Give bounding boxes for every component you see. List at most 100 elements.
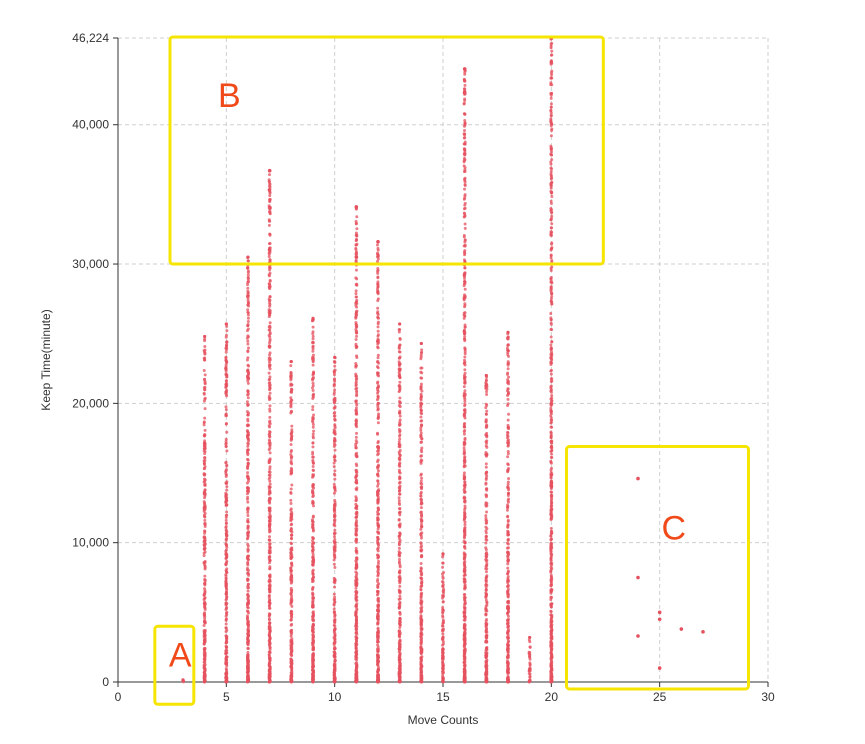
- data-point: [397, 602, 401, 606]
- data-point: [463, 184, 467, 188]
- data-point: [246, 680, 250, 684]
- data-point: [376, 574, 380, 578]
- data-point: [375, 398, 379, 402]
- data-point: [485, 575, 489, 579]
- data-point: [224, 335, 228, 339]
- data-point: [484, 548, 488, 552]
- data-point: [376, 656, 380, 660]
- data-point: [354, 499, 358, 503]
- data-point: [311, 548, 315, 552]
- data-point: [355, 431, 359, 435]
- data-point: [354, 515, 358, 519]
- data-point: [506, 379, 510, 383]
- data-point: [333, 637, 337, 641]
- data-point: [397, 560, 401, 564]
- data-point: [463, 579, 467, 583]
- data-point: [312, 461, 316, 465]
- data-point: [225, 664, 229, 668]
- data-point: [354, 680, 358, 684]
- data-point: [376, 373, 380, 377]
- data-point: [355, 277, 359, 281]
- data-point: [268, 467, 272, 471]
- data-point: [376, 276, 380, 280]
- data-point: [268, 194, 272, 198]
- data-point: [462, 330, 466, 334]
- data-point: [268, 636, 272, 640]
- data-point: [463, 266, 467, 270]
- data-point: [354, 546, 358, 550]
- data-point: [506, 504, 510, 508]
- data-point: [463, 389, 467, 393]
- data-point: [419, 542, 423, 546]
- data-point: [290, 604, 294, 608]
- data-point: [398, 337, 402, 341]
- data-point: [354, 322, 358, 326]
- data-point: [376, 493, 380, 497]
- data-point: [332, 558, 336, 562]
- data-point: [224, 322, 228, 326]
- data-point: [462, 170, 466, 174]
- data-point: [203, 507, 207, 511]
- data-point: [225, 464, 229, 468]
- data-point: [290, 548, 294, 552]
- data-point: [397, 452, 401, 456]
- data-point: [549, 425, 553, 429]
- data-point: [550, 394, 554, 398]
- data-point: [419, 479, 423, 483]
- data-point: [247, 439, 251, 443]
- data-point: [354, 251, 358, 255]
- data-point: [420, 573, 424, 577]
- data-point: [462, 313, 466, 317]
- data-point: [290, 561, 294, 565]
- data-point: [354, 576, 358, 580]
- data-point: [442, 671, 446, 675]
- data-point: [311, 316, 315, 320]
- data-point: [506, 562, 510, 566]
- data-point: [202, 467, 206, 471]
- data-point: [397, 440, 401, 444]
- data-point: [419, 357, 423, 361]
- data-point: [376, 346, 380, 350]
- data-point: [202, 447, 206, 451]
- data-point: [506, 426, 510, 430]
- data-point: [332, 383, 336, 387]
- data-point: [311, 603, 315, 607]
- data-point: [419, 645, 423, 649]
- data-point: [397, 546, 401, 550]
- data-point: [355, 329, 359, 333]
- data-point: [398, 612, 402, 616]
- data-point: [463, 371, 467, 375]
- data-point: [419, 651, 423, 655]
- data-point: [246, 524, 250, 528]
- data-point: [311, 423, 315, 427]
- data-point: [375, 608, 379, 612]
- data-point: [225, 485, 229, 489]
- data-point: [267, 519, 271, 523]
- data-point: [268, 385, 272, 389]
- data-point: [181, 678, 185, 682]
- data-point: [332, 598, 336, 602]
- data-point: [203, 574, 207, 578]
- data-point: [506, 560, 510, 564]
- data-point: [354, 651, 358, 655]
- data-point: [247, 372, 251, 376]
- data-point: [225, 340, 229, 344]
- data-point: [289, 640, 293, 644]
- data-point: [290, 522, 294, 526]
- data-point: [311, 638, 315, 642]
- data-point: [463, 99, 467, 103]
- data-point: [441, 565, 445, 569]
- data-point: [484, 534, 488, 538]
- data-point: [485, 630, 489, 634]
- data-point: [224, 626, 228, 630]
- data-point: [485, 561, 489, 565]
- data-point: [354, 540, 358, 544]
- y-tick-label: 40,000: [72, 118, 109, 132]
- data-point: [289, 514, 293, 518]
- data-point: [224, 667, 228, 671]
- data-point: [398, 597, 402, 601]
- data-point: [549, 343, 553, 347]
- data-point: [484, 578, 488, 582]
- data-point: [506, 556, 510, 560]
- data-point: [420, 609, 424, 613]
